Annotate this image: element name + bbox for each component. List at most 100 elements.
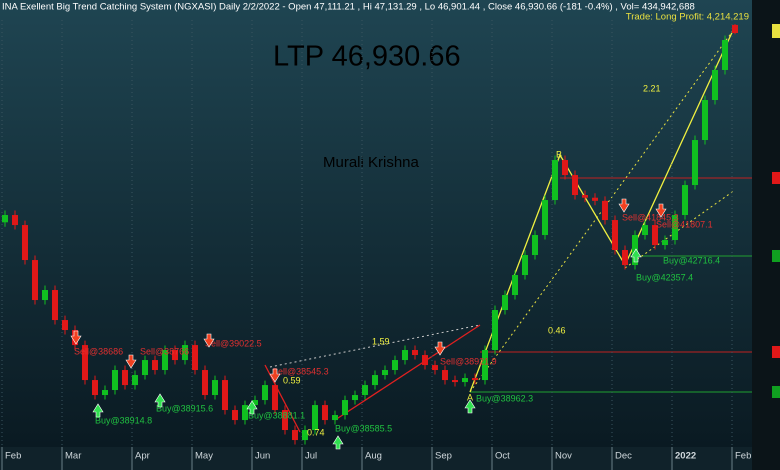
annotation: 1.59 [372,336,390,346]
x-tick-label: Feb [5,451,21,462]
candle-body [542,200,548,236]
header: INA Exellent Big Trend Catching System (… [2,2,695,13]
x-tick-label: Apr [135,451,150,462]
annotation: 2.21 [643,83,661,93]
candle-body [102,390,108,396]
candle-body [392,360,398,371]
x-tick-label: Sep [435,451,452,462]
candle-body [322,405,328,421]
candle-body [262,385,268,401]
candle-body [342,400,348,416]
candle-body [592,197,598,201]
candle-body [162,350,168,371]
annotation: Buy@38881.1 [248,410,305,420]
buy-arrow [92,403,104,418]
candle-body [212,380,218,396]
candle-body [352,395,358,401]
candle-body [122,370,128,386]
candle-body [42,290,48,301]
candle-body [612,220,618,251]
candle-body [502,295,508,311]
candle-body [32,260,38,301]
candle-body [232,410,238,421]
sell-arrow [269,368,281,383]
x-tick-label: Aug [365,451,382,462]
x-tick-label: May [195,451,213,462]
candle-body [292,430,298,441]
candle-body [682,185,688,216]
candle-body [132,375,138,386]
annotation: Buy@42357.4 [636,272,693,282]
candle-body [152,360,158,371]
candle-body [532,235,538,256]
annotation: Buy@38962.3 [476,393,533,403]
sell-arrow [655,203,667,218]
candle-body [192,345,198,371]
annotation: Sell@38545.3 [272,366,329,376]
candle-body [672,215,678,241]
candle-body [422,355,428,366]
candle-body [12,215,18,226]
candle-body [252,400,258,406]
candle-body [82,345,88,381]
candle-body [712,69,718,101]
sell-arrow [70,330,82,345]
candle-body [332,415,338,421]
buy-arrow [154,393,166,408]
annotation: Sell@38766 [140,346,189,356]
x-tick-label: Jul [305,451,317,462]
price-tags [772,24,780,398]
candle-body [182,345,188,361]
x-tick-label: Nov [555,451,572,462]
candle-body [692,140,698,186]
candle-body [562,160,568,176]
candle-body [52,290,58,321]
candle-body [522,255,528,276]
candle-body [302,430,308,441]
buy-arrow [246,400,258,415]
annotation: A [467,392,473,402]
annotation: Sell@38921.9 [440,356,497,366]
buy-arrow [630,248,642,263]
x-tick-label: Oct [495,451,510,462]
candle-body [722,40,728,70]
candle-body [512,275,518,296]
buy-arrow [332,435,344,450]
x-tick-label: Mar [65,451,81,462]
candle-body [272,385,278,411]
candle-body [222,380,228,411]
x-tick-label: Dec [615,451,632,462]
buy-arrow [464,399,476,414]
candle-body [642,225,648,236]
annotation: Buy@42716.4 [663,255,720,265]
annotation: B [556,149,562,159]
chart-title: LTP 46,930.66 [273,41,461,73]
x-tick-label: Jun [255,451,270,462]
candle-body [462,378,468,383]
annotation: Buy@38915.6 [156,403,213,413]
candle-body [2,215,8,223]
candle-body [442,370,448,381]
candle-body [112,370,118,391]
candle-body [242,405,248,421]
annotation: Sell@38686 [74,346,123,356]
candle-body [432,365,438,371]
subtitle: Murali Krishna [323,154,420,171]
candle-body [282,410,288,431]
annotation: Buy@38585.5 [335,423,392,433]
candle-body [652,225,658,246]
price-axis [752,0,780,470]
sell-arrow [203,333,215,348]
candle-body [22,225,28,261]
trade-note: Trade: Long Profit: 4,214.219 [626,12,749,23]
candle-body [62,320,68,331]
x-tick-label: Feb [735,451,751,462]
annotation: 0.46 [548,325,566,335]
candle-body [92,380,98,396]
candle-body [492,310,498,351]
sell-arrow [434,341,446,356]
candle-body [602,200,608,221]
candle-body [662,240,668,246]
annotation: 0.59 [283,375,301,385]
